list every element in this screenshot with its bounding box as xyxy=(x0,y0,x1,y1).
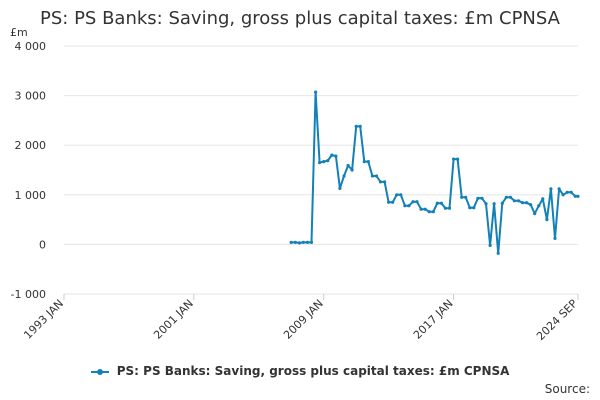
data-point xyxy=(557,187,561,191)
data-point xyxy=(305,240,310,244)
data-point xyxy=(411,200,415,204)
data-point xyxy=(529,203,533,207)
data-point xyxy=(520,201,525,205)
chart-title: PS: PS Banks: Saving, gross plus capital… xyxy=(40,8,560,29)
x-tick-label: 2024 SEP xyxy=(534,297,580,343)
x-tick-label: 2001 JAN xyxy=(151,297,196,342)
x-tick-label: 1993 JAN xyxy=(21,297,66,342)
data-point xyxy=(354,124,358,128)
data-point xyxy=(399,193,403,197)
data-point xyxy=(427,210,431,214)
data-point xyxy=(476,196,480,200)
data-point xyxy=(468,206,472,210)
data-point xyxy=(561,193,565,197)
y-tick-label: 0 xyxy=(39,238,46,251)
data-point xyxy=(395,193,399,197)
data-point xyxy=(545,218,549,222)
data-point xyxy=(374,174,379,178)
data-point xyxy=(297,241,301,245)
data-point xyxy=(403,204,407,208)
data-point xyxy=(366,160,370,164)
y-tick-label: -1 000 xyxy=(11,288,46,301)
data-point xyxy=(289,240,293,244)
data-point xyxy=(553,236,557,240)
data-point xyxy=(447,206,452,210)
series-line xyxy=(291,91,578,255)
data-point xyxy=(484,202,488,206)
y-tick-label: 2 000 xyxy=(15,139,47,152)
x-tick-label: 2009 JAN xyxy=(281,297,326,342)
data-point xyxy=(492,202,496,206)
data-point xyxy=(383,180,387,184)
data-point xyxy=(537,204,541,208)
data-point xyxy=(301,240,305,244)
data-point xyxy=(512,199,517,203)
data-point xyxy=(334,154,338,158)
data-point xyxy=(330,153,334,157)
data-point xyxy=(480,196,484,200)
data-point xyxy=(525,201,529,205)
data-point xyxy=(504,195,508,199)
data-point xyxy=(322,160,326,164)
data-point xyxy=(342,174,346,178)
data-point xyxy=(541,197,545,201)
y-tick-label: 3 000 xyxy=(15,90,47,103)
data-point xyxy=(460,195,464,199)
legend[interactable]: PS: PS Banks: Saving, gross plus capital… xyxy=(0,364,600,378)
legend-series-label: PS: PS Banks: Saving, gross plus capital… xyxy=(116,364,510,378)
data-point xyxy=(318,161,322,165)
data-point xyxy=(500,201,504,205)
data-point xyxy=(378,180,383,184)
y-tick-label: 1 000 xyxy=(15,189,47,202)
data-point xyxy=(464,195,468,199)
data-point xyxy=(293,240,297,244)
data-point xyxy=(358,124,362,128)
data-point xyxy=(496,251,500,255)
y-axis-unit-label: £m xyxy=(10,26,28,39)
data-point xyxy=(387,200,391,204)
data-point xyxy=(346,163,350,168)
legend-series-marker-icon xyxy=(90,367,109,377)
data-point xyxy=(533,212,537,216)
data-point xyxy=(472,206,476,210)
data-point xyxy=(443,206,447,210)
data-point xyxy=(423,207,427,211)
data-point xyxy=(565,190,569,194)
data-point xyxy=(569,190,573,194)
data-point xyxy=(431,210,435,214)
x-tick-label: 2017 JAN xyxy=(411,297,456,342)
data-point xyxy=(419,207,423,211)
data-point xyxy=(362,160,366,164)
data-point xyxy=(314,90,318,94)
data-point xyxy=(391,200,395,204)
data-point xyxy=(407,204,411,208)
data-point xyxy=(309,240,314,244)
data-point xyxy=(338,186,342,190)
data-point xyxy=(452,157,456,161)
data-point xyxy=(350,168,354,172)
data-point xyxy=(573,194,577,198)
data-point xyxy=(508,195,512,199)
y-tick-label: 4 000 xyxy=(15,40,47,53)
data-point xyxy=(326,159,330,163)
source-label: Source: xyxy=(544,382,590,396)
data-point xyxy=(549,187,553,191)
data-point xyxy=(576,194,580,198)
data-point xyxy=(488,243,492,247)
data-point xyxy=(456,157,460,161)
data-point xyxy=(439,201,443,205)
data-point xyxy=(435,201,439,205)
data-point xyxy=(370,174,374,178)
data-point xyxy=(516,199,521,203)
data-point xyxy=(415,200,419,204)
